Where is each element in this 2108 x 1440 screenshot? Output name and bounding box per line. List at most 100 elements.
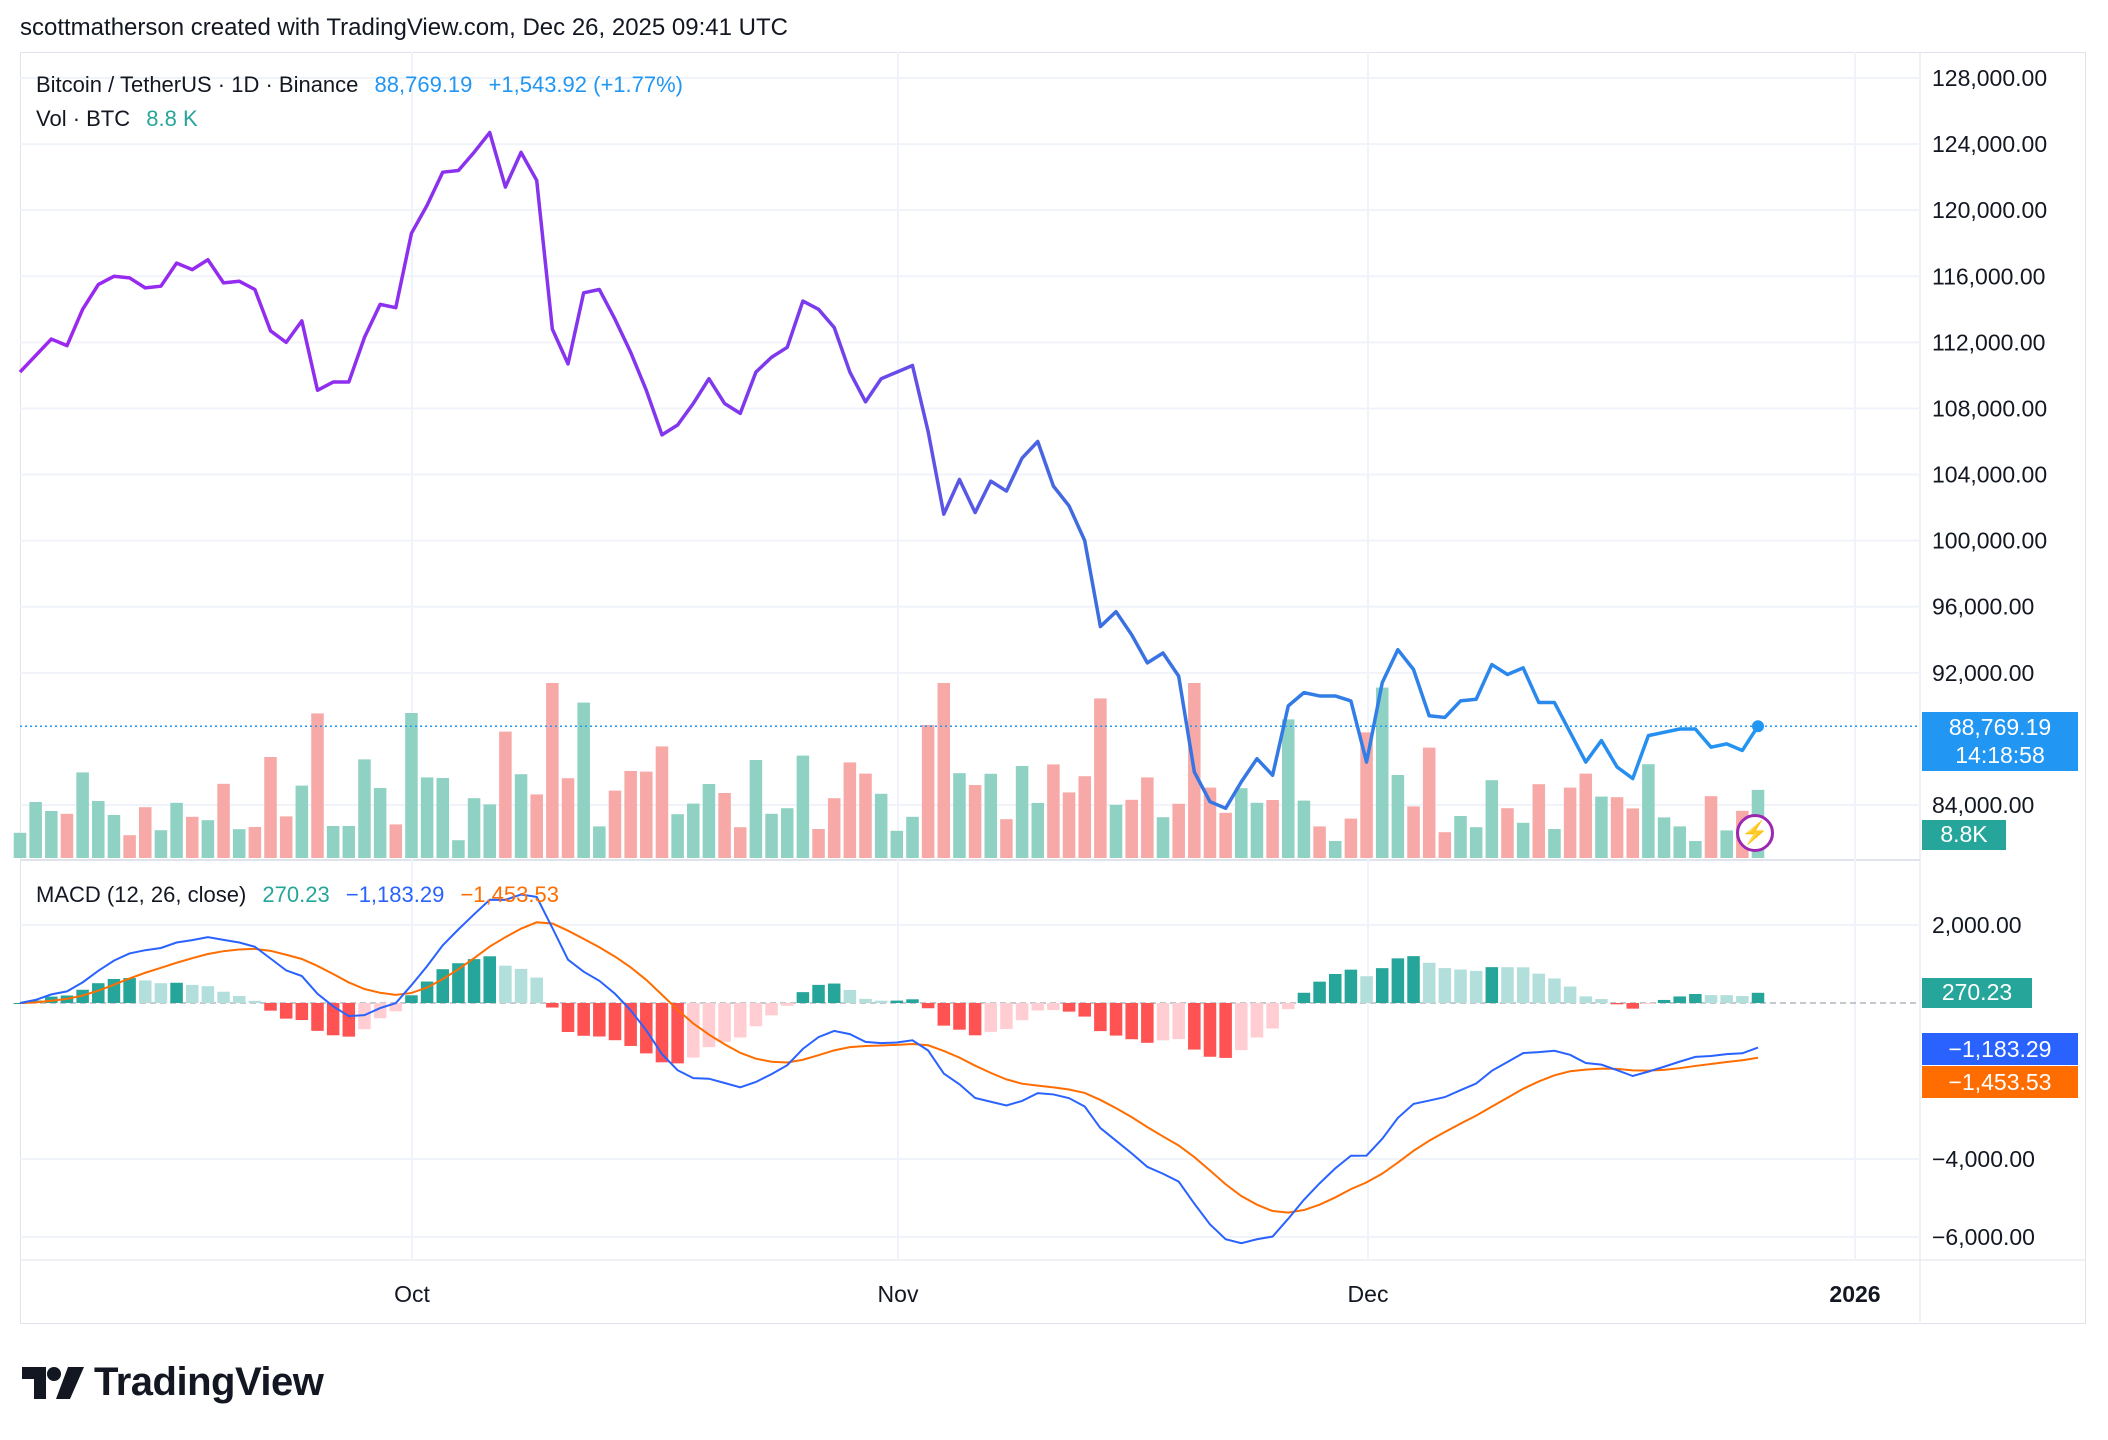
macd-histogram-bar bbox=[452, 963, 465, 1003]
volume-bar bbox=[1689, 841, 1702, 858]
macd-histogram-bar bbox=[483, 956, 496, 1003]
volume-bar bbox=[1720, 830, 1733, 858]
volume-bar bbox=[138, 807, 152, 858]
chart-canvas[interactable]: Oct Nov Dec 2026 128,000.00 124,000.00 120,000… bbox=[0, 0, 2108, 1330]
volume-bar bbox=[968, 785, 982, 858]
volume-bar bbox=[1141, 777, 1154, 858]
macd-histogram-bar bbox=[796, 992, 810, 1003]
macd-line-value: −1,183.29 bbox=[345, 882, 445, 907]
volume-bar bbox=[1172, 803, 1185, 858]
macd-tick-label: −4,000.00 bbox=[1932, 1146, 2035, 1172]
macd-histogram-bar bbox=[1000, 1003, 1013, 1030]
macd-tick-label: −6,000.00 bbox=[1932, 1224, 2035, 1250]
macd-histogram-bar bbox=[1516, 967, 1530, 1003]
macd-histogram-bar bbox=[264, 1003, 277, 1011]
symbol-legend: Bitcoin / TetherUS · 1D · Binance 88,769… bbox=[36, 72, 693, 98]
volume-bar bbox=[311, 713, 324, 858]
price-tick-label: 92,000.00 bbox=[1932, 660, 2034, 686]
volume-bar bbox=[1125, 799, 1138, 858]
lightning-icon[interactable]: ⚡ bbox=[1736, 814, 1774, 852]
macd-histogram-bar bbox=[593, 1003, 606, 1037]
volume-bar bbox=[749, 760, 763, 858]
volume-bar bbox=[1360, 732, 1373, 858]
volume-bar bbox=[217, 783, 230, 858]
volume-bar bbox=[326, 826, 340, 858]
macd-histogram-bar bbox=[232, 996, 246, 1003]
volume-bar bbox=[1469, 827, 1483, 858]
volume-bar bbox=[1015, 766, 1029, 858]
macd-histogram-bar bbox=[608, 1003, 622, 1041]
volume-bar bbox=[76, 772, 89, 858]
macd-histogram-bar bbox=[1219, 1003, 1232, 1058]
time-tick-label: Nov bbox=[878, 1281, 919, 1307]
macd-histogram-bar bbox=[1642, 1003, 1655, 1005]
volume-bar bbox=[373, 788, 387, 858]
countdown-value: 14:18:58 bbox=[1955, 742, 2045, 768]
volume-bar bbox=[185, 816, 199, 858]
volume-bar bbox=[1657, 817, 1671, 858]
symbol-title[interactable]: Bitcoin / TetherUS · 1D · Binance bbox=[36, 72, 359, 97]
macd-histogram-bar bbox=[687, 1003, 700, 1058]
macd-histogram-bar bbox=[436, 969, 450, 1003]
macd-hist-tag: 270.23 bbox=[1922, 978, 2032, 1008]
volume-bar bbox=[45, 811, 58, 858]
macd-histogram-bar bbox=[467, 959, 481, 1003]
price-line bbox=[18, 130, 1760, 811]
macd-histogram-bar bbox=[248, 1000, 262, 1003]
volume-bar bbox=[123, 835, 136, 858]
macd-histogram-bar bbox=[1454, 969, 1467, 1003]
volume-bar bbox=[13, 832, 27, 858]
volume-bar bbox=[483, 804, 496, 858]
volume-bar bbox=[1266, 800, 1279, 858]
macd-histogram-bar bbox=[1203, 1003, 1217, 1057]
macd-histogram-bar bbox=[1282, 1003, 1295, 1010]
macd-histogram-bar bbox=[1548, 978, 1561, 1003]
tradingview-logo[interactable]: TradingView bbox=[22, 1360, 324, 1405]
macd-histogram-bar bbox=[1610, 1003, 1624, 1005]
macd-histogram-bar bbox=[1595, 999, 1608, 1003]
volume-bar bbox=[1375, 687, 1389, 858]
volume-label[interactable]: Vol · BTC bbox=[36, 106, 131, 131]
volume-bar bbox=[1219, 812, 1232, 858]
macd-histogram-bar bbox=[1751, 992, 1765, 1003]
volume-bar bbox=[1626, 808, 1640, 858]
volume-bar bbox=[1235, 788, 1248, 858]
time-tick-label: 2026 bbox=[1829, 1281, 1880, 1307]
macd-signal-tag: −1,453.53 bbox=[1922, 1066, 2078, 1098]
volume-bar bbox=[812, 829, 825, 858]
volume-bar bbox=[530, 794, 543, 858]
macd-histogram-bar bbox=[1375, 968, 1389, 1003]
macd-histogram-bar bbox=[342, 1003, 356, 1037]
volume-bar bbox=[718, 793, 731, 858]
price-tick-label: 104,000.00 bbox=[1932, 462, 2047, 488]
volume-bar bbox=[1642, 764, 1655, 858]
volume-bar bbox=[765, 813, 778, 858]
macd-histogram-bar bbox=[1360, 976, 1373, 1003]
macd-histogram-bar bbox=[733, 1003, 747, 1038]
macd-label[interactable]: MACD (12, 26, close) bbox=[36, 882, 247, 907]
volume-bar bbox=[1563, 787, 1577, 858]
volume-bar bbox=[733, 827, 747, 858]
macd-histogram-bar bbox=[921, 1003, 935, 1009]
price-tick-label: 96,000.00 bbox=[1932, 594, 2034, 620]
volume-bar bbox=[1000, 819, 1013, 858]
macd-histogram-bar bbox=[1344, 969, 1358, 1003]
macd-histogram-bar bbox=[326, 1003, 340, 1036]
volume-bar bbox=[1344, 818, 1358, 858]
macd-histogram-bar bbox=[1031, 1003, 1045, 1011]
volume-bar bbox=[29, 802, 42, 858]
macd-hist-value: 270.23 bbox=[262, 882, 330, 907]
macd-histogram-bar bbox=[1673, 996, 1686, 1003]
volume-bar bbox=[702, 784, 716, 858]
macd-histogram-bar bbox=[874, 1000, 888, 1003]
volume-bar bbox=[264, 757, 277, 858]
volume-bar bbox=[1579, 773, 1593, 858]
price-tick-label: 108,000.00 bbox=[1932, 395, 2047, 421]
volume-bar bbox=[420, 777, 434, 858]
macd-histogram-bar bbox=[1563, 986, 1577, 1003]
macd-histogram-bar bbox=[530, 977, 543, 1003]
volume-bar bbox=[342, 826, 356, 858]
macd-histogram-bar bbox=[1469, 970, 1483, 1003]
macd-histogram-bar bbox=[389, 1003, 403, 1012]
macd-histogram-bar bbox=[1156, 1003, 1170, 1041]
